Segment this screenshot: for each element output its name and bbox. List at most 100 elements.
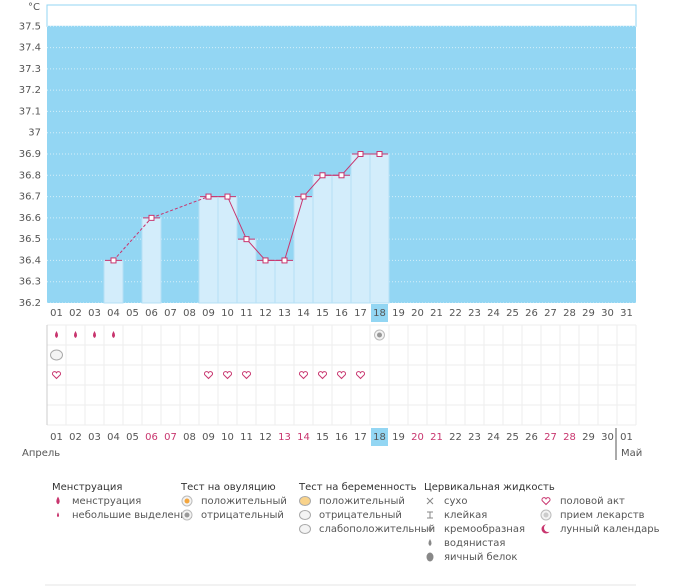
unit-label: °C [28,2,40,13]
y-tick-label: 37.3 [19,64,41,75]
menstruation-icon [74,331,77,338]
x-tick-label: 07 [164,308,177,319]
temperature-point [224,193,231,200]
temperature-point [338,172,345,179]
calendar-day: 26 [525,432,538,443]
calendar-day: 11 [240,432,253,443]
y-tick-label: 36.5 [19,234,41,245]
y-tick-label: 37 [28,128,41,139]
legend-icon-core [184,512,190,518]
temperature-bar [350,153,371,304]
calendar-day: 13 [278,432,291,443]
legend-icon [541,497,551,506]
intercourse-icon [317,371,328,380]
x-tick-label: 15 [316,308,329,319]
temperature-bar [331,174,352,304]
y-tick-label: 36.3 [19,277,41,288]
intercourse-icon [51,371,62,380]
intercourse-icon [298,371,309,380]
temperature-bar [274,259,295,304]
calendar-day: 29 [582,432,595,443]
calendar-day: 23 [468,432,481,443]
pregnancy-test-icon [50,349,63,361]
legend-item: отрицательный [319,510,402,521]
legend-icon [299,510,311,520]
temperature-point [376,151,383,157]
temperature-point [300,193,307,200]
x-tick-label: 04 [107,308,120,319]
x-tick-label: 23 [468,308,481,319]
calendar-day: 25 [506,432,519,443]
calendar-day: 17 [354,432,367,443]
legend-icon-core [543,512,549,518]
legend-item: менструация [72,496,141,507]
menstruation-icon [112,331,115,338]
x-tick-label: 11 [240,308,253,319]
x-tick-label: 24 [487,308,500,319]
x-tick-label: 10 [221,308,234,319]
month-label: Май [621,448,642,459]
calendar-day: 08 [183,432,196,443]
legend-title: Тест на беременность [298,482,417,493]
y-tick-label: 37.1 [19,106,41,117]
temperature-line [208,153,380,261]
temperature-bar [293,196,314,304]
calendar-day: 02 [69,432,82,443]
legend-item: водянистая [444,538,505,549]
y-tick-label: 36.8 [19,170,41,181]
x-tick-label: 13 [278,308,291,319]
legend-item: положительный [201,496,287,507]
x-tick-label: 08 [183,308,196,319]
legend-icon [299,524,311,534]
x-tick-label: 18 [373,308,386,319]
selected-day-bg [371,428,388,446]
x-tick-label: 12 [259,308,272,319]
calendar-day: 06 [145,432,158,443]
menstruation-icon [55,331,58,338]
x-tick-label: 17 [354,308,367,319]
legend-title: Цервикальная жидкость [424,482,555,493]
calendar-day: 18 [373,432,386,443]
calendar-day: 04 [107,432,120,443]
calendar-day: 24 [487,432,500,443]
intercourse-icon [336,371,347,380]
legend-title: Менструация [52,482,122,493]
legend-item: кремообразная [444,524,525,535]
x-tick-label: 16 [335,308,348,319]
x-tick-label: 06 [145,308,158,319]
temperature-point [357,151,364,157]
x-tick-label: 03 [88,308,101,319]
y-tick-label: 36.2 [19,298,41,309]
legend-item: небольшие выделения [72,510,193,521]
plot-top [46,4,637,27]
legend-title: Тест на овуляцию [180,482,276,493]
legend-item: клейкая [444,510,487,521]
calendar-day: 14 [297,432,310,443]
x-tick-label: 05 [126,308,139,319]
calendar-day: 03 [88,432,101,443]
calendar-day: 30 [601,432,614,443]
legend-icon [428,525,432,532]
gap-connector [113,217,152,261]
legend-item: отрицательный [201,510,284,521]
x-tick-label: 01 [50,308,63,319]
intercourse-icon [222,371,233,380]
x-tick-label: 22 [449,308,462,319]
y-tick-label: 37.5 [19,21,41,32]
temperature-bar [255,259,276,304]
calendar-day: 09 [202,432,215,443]
calendar-day: 28 [563,432,576,443]
y-tick-label: 37.2 [19,85,41,96]
ovulation-test-icon-core [377,332,382,338]
calendar-day: 01 [50,432,63,443]
legend-item: положительный [319,496,405,507]
legend-icon [56,496,60,505]
y-tick-label: 37.4 [19,43,41,54]
calendar-day: 19 [392,432,405,443]
temperature-bar [103,259,124,304]
temperature-bar [312,174,333,304]
calendar-day: 07 [164,432,177,443]
x-tick-label: 09 [202,308,215,319]
calendar-day: 01 [620,432,633,443]
